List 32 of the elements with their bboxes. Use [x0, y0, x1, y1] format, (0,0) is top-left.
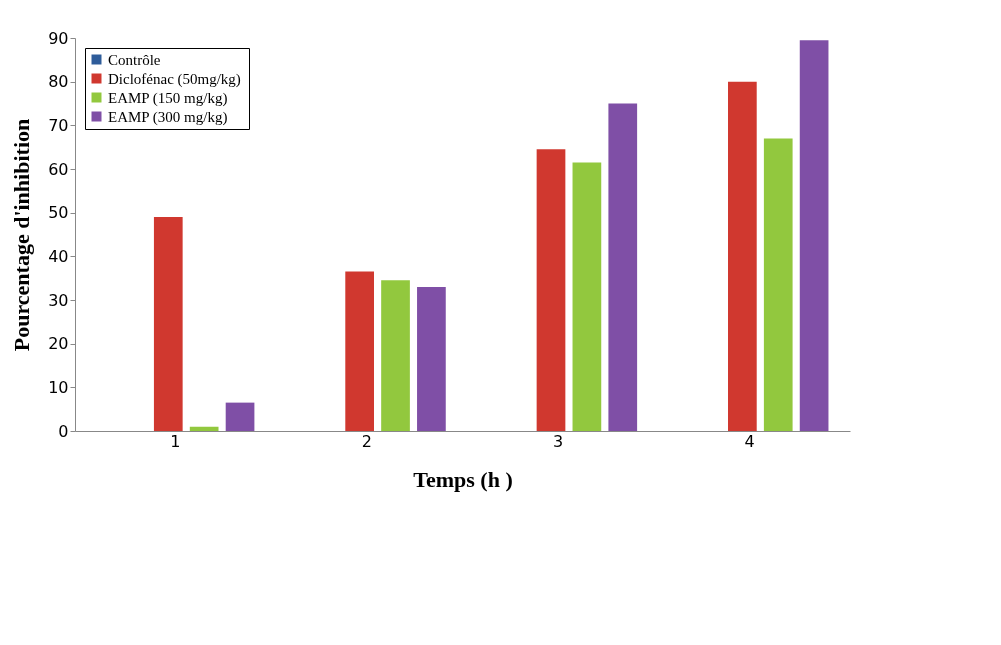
bar — [153, 217, 183, 431]
legend-label: Contrôle — [108, 51, 161, 68]
y-tick-label: 30 — [48, 290, 69, 310]
y-tick-label: 70 — [48, 115, 69, 135]
legend-label: Diclofénac (50mg/kg) — [108, 70, 241, 88]
bar — [728, 81, 757, 431]
bar — [536, 149, 566, 431]
legend-label: EAMP (300 mg/kg) — [108, 108, 228, 126]
bar — [572, 162, 602, 431]
bar — [189, 426, 219, 431]
bar — [381, 280, 410, 431]
y-tick-label: 0 — [58, 421, 69, 441]
bar — [608, 103, 638, 431]
y-axis-title: Pourcentage d'inhibition — [9, 118, 35, 352]
y-tick-label: 20 — [48, 334, 69, 354]
legend-label: EAMP (150 mg/kg) — [108, 89, 228, 107]
x-tick-label: 4 — [744, 431, 755, 451]
bar — [799, 40, 829, 431]
y-tick-label: 60 — [48, 159, 69, 179]
bar — [225, 402, 255, 431]
y-tick-label: 80 — [48, 72, 69, 92]
x-tick-label: 2 — [361, 431, 372, 451]
bar — [763, 138, 793, 431]
x-axis-title: Temps (h ) — [413, 466, 513, 492]
x-tick-label: 1 — [170, 431, 181, 451]
y-tick-label: 40 — [48, 246, 69, 266]
y-tick-label: 90 — [48, 28, 69, 48]
y-tick-label: 10 — [48, 377, 69, 397]
x-tick-label: 3 — [553, 431, 564, 451]
y-tick-label: 50 — [48, 203, 69, 223]
bar — [345, 271, 374, 431]
bar — [417, 286, 446, 431]
